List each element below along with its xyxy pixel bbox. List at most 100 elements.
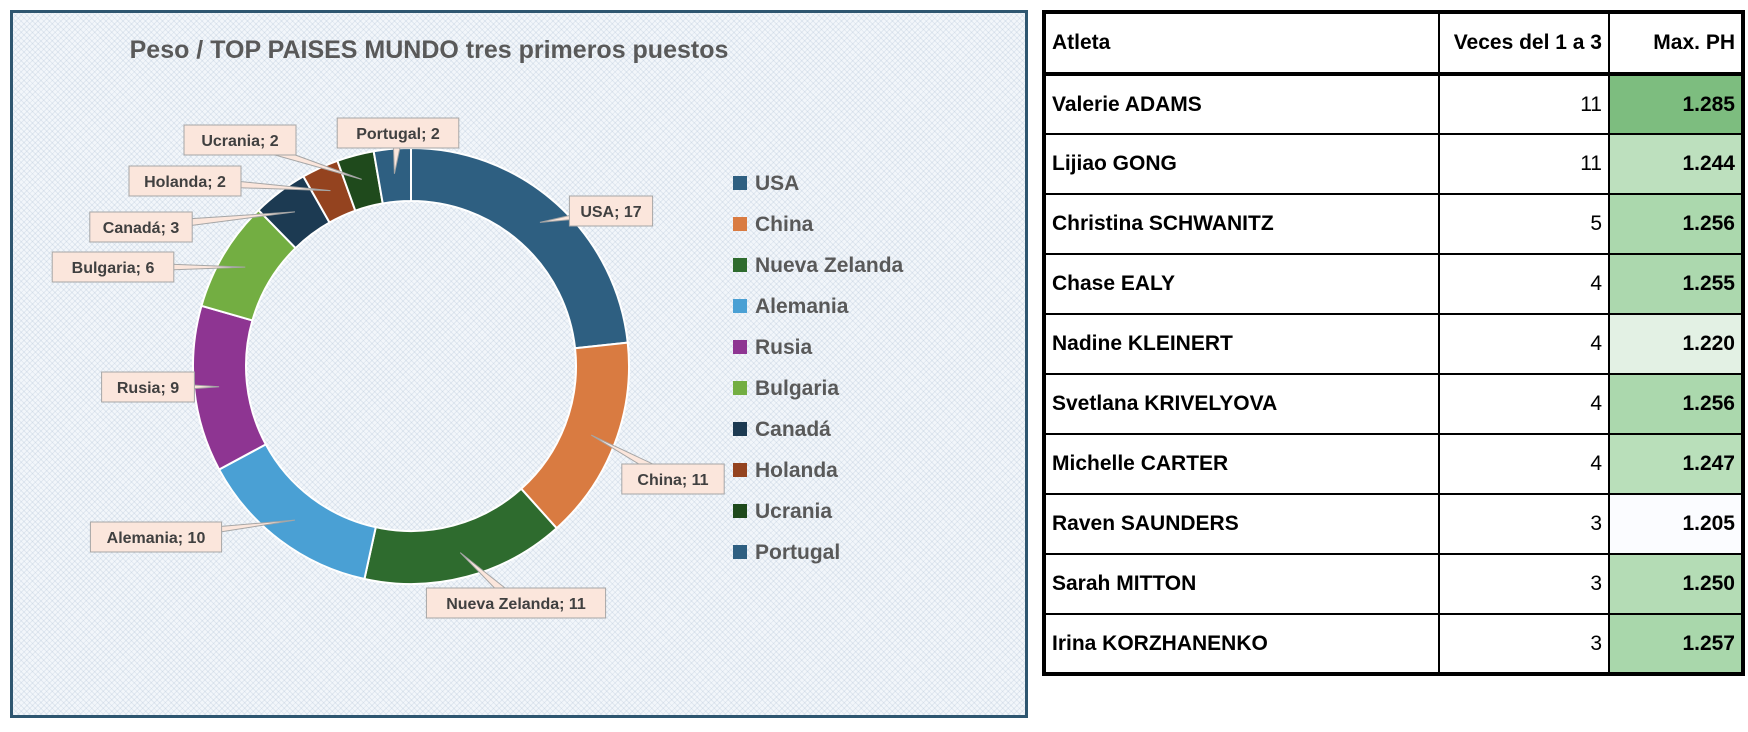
label-box bbox=[101, 371, 195, 403]
legend-swatch bbox=[733, 299, 747, 313]
legend-swatch bbox=[733, 545, 747, 559]
slice-china bbox=[519, 341, 630, 530]
label-box bbox=[89, 521, 223, 553]
max-ph-value: 1.285 bbox=[1608, 73, 1744, 135]
chart-title: Peso / TOP PAISES MUNDO tres primeros pu… bbox=[130, 36, 729, 64]
label-box bbox=[568, 195, 654, 227]
podium-count: 11 bbox=[1438, 133, 1610, 195]
label-text: Canadá; 3 bbox=[103, 220, 180, 237]
max-ph-value: 1.220 bbox=[1608, 313, 1744, 375]
legend-item: Holanda bbox=[755, 459, 838, 482]
table-row: Irina KORZHANENKO 3 1.257 bbox=[1043, 613, 1744, 675]
legend-item: Alemania bbox=[755, 295, 849, 318]
legend-swatch bbox=[733, 176, 747, 190]
legend-item: Ucrania bbox=[755, 500, 832, 523]
athlete-name: Michelle CARTER bbox=[1043, 433, 1440, 495]
podium-count: 4 bbox=[1438, 313, 1610, 375]
data-label: Portugal; 2 bbox=[336, 117, 460, 174]
label-text: Holanda; 2 bbox=[144, 174, 226, 191]
legend-item: China bbox=[755, 213, 814, 236]
label-text: Nueva Zelanda; 11 bbox=[446, 596, 586, 613]
data-label: Nueva Zelanda; 11 bbox=[425, 552, 607, 619]
label-text: Ucrania; 2 bbox=[201, 133, 278, 150]
athlete-name: Chase EALY bbox=[1043, 253, 1440, 315]
data-label: USA; 17 bbox=[539, 195, 654, 227]
data-label: China; 11 bbox=[590, 434, 725, 495]
athlete-name: Sarah MITTON bbox=[1043, 553, 1440, 615]
max-ph-value: 1.256 bbox=[1608, 193, 1744, 255]
podium-count: 5 bbox=[1438, 193, 1610, 255]
legend-swatch bbox=[733, 504, 747, 518]
max-ph-value: 1.247 bbox=[1608, 433, 1744, 495]
podium-count: 3 bbox=[1438, 493, 1610, 555]
data-label: Alemania; 10 bbox=[89, 519, 295, 553]
table-row: Valerie ADAMS 11 1.285 bbox=[1043, 73, 1744, 135]
data-label: Ucrania; 2 bbox=[183, 124, 362, 180]
legend-item: USA bbox=[755, 172, 799, 195]
header-max-ph: Max. PH bbox=[1608, 11, 1744, 76]
table-row: Christina SCHWANITZ 5 1.256 bbox=[1043, 193, 1744, 255]
table-header-row: Atleta Veces del 1 a 3 Max. PH bbox=[1043, 11, 1744, 76]
legend-item: Bulgaria bbox=[755, 377, 839, 400]
max-ph-value: 1.257 bbox=[1608, 613, 1744, 675]
athlete-name: Irina KORZHANENKO bbox=[1043, 613, 1440, 675]
label-box bbox=[128, 165, 242, 197]
table-row: Chase EALY 4 1.255 bbox=[1043, 253, 1744, 315]
legend-item: Portugal bbox=[755, 541, 840, 564]
max-ph-value: 1.244 bbox=[1608, 133, 1744, 195]
label-box bbox=[336, 117, 460, 149]
athlete-name: Christina SCHWANITZ bbox=[1043, 193, 1440, 255]
data-label: Bulgaria; 6 bbox=[51, 251, 246, 283]
legend-swatch bbox=[733, 463, 747, 477]
athlete-name: Lijiao GONG bbox=[1043, 133, 1440, 195]
legend-swatch bbox=[733, 381, 747, 395]
podium-count: 4 bbox=[1438, 373, 1610, 435]
legend-swatch bbox=[733, 217, 747, 231]
label-text: Portugal; 2 bbox=[356, 126, 440, 143]
legend-swatch bbox=[733, 258, 747, 272]
athlete-name: Svetlana KRIVELYOVA bbox=[1043, 373, 1440, 435]
label-text: USA; 17 bbox=[580, 204, 641, 221]
slice-nueva-zelanda bbox=[363, 487, 559, 585]
label-text: Bulgaria; 6 bbox=[72, 260, 155, 277]
legend-item: Canadá bbox=[755, 418, 831, 441]
table-row: Svetlana KRIVELYOVA 4 1.256 bbox=[1043, 373, 1744, 435]
label-box bbox=[183, 124, 297, 156]
podium-count: 3 bbox=[1438, 553, 1610, 615]
athletes-table-panel: Atleta Veces del 1 a 3 Max. PH Valerie A… bbox=[1042, 10, 1745, 676]
data-label: Holanda; 2 bbox=[128, 165, 331, 197]
legend-swatch bbox=[733, 340, 747, 354]
table-row: Lijiao GONG 11 1.244 bbox=[1043, 133, 1744, 195]
slice-usa bbox=[410, 146, 629, 350]
data-label: Rusia; 9 bbox=[101, 371, 220, 403]
athlete-name: Nadine KLEINERT bbox=[1043, 313, 1440, 375]
donut-chart: Peso / TOP PAISES MUNDO tres primeros pu… bbox=[51, 36, 904, 619]
label-box bbox=[51, 251, 175, 283]
label-box bbox=[425, 587, 607, 619]
label-text: Alemania; 10 bbox=[107, 530, 206, 547]
max-ph-value: 1.255 bbox=[1608, 253, 1744, 315]
slice-portugal bbox=[372, 146, 412, 205]
label-box bbox=[89, 211, 193, 243]
header-veces: Veces del 1 a 3 bbox=[1438, 11, 1610, 76]
table-row: Raven SAUNDERS 3 1.205 bbox=[1043, 493, 1744, 555]
label-text: China; 11 bbox=[637, 472, 708, 489]
label-box bbox=[621, 463, 725, 495]
chart-panel: Peso / TOP PAISES MUNDO tres primeros pu… bbox=[10, 10, 1028, 718]
legend-item: Rusia bbox=[755, 336, 813, 359]
podium-count: 3 bbox=[1438, 613, 1610, 675]
athlete-name: Raven SAUNDERS bbox=[1043, 493, 1440, 555]
slice-alemania bbox=[217, 443, 377, 581]
podium-count: 11 bbox=[1438, 73, 1610, 135]
max-ph-value: 1.250 bbox=[1608, 553, 1744, 615]
max-ph-value: 1.205 bbox=[1608, 493, 1744, 555]
table-row: Michelle CARTER 4 1.247 bbox=[1043, 433, 1744, 495]
podium-count: 4 bbox=[1438, 433, 1610, 495]
label-text: Rusia; 9 bbox=[117, 380, 179, 397]
table-row: Nadine KLEINERT 4 1.220 bbox=[1043, 313, 1744, 375]
podium-count: 4 bbox=[1438, 253, 1610, 315]
table-row: Sarah MITTON 3 1.250 bbox=[1043, 553, 1744, 615]
data-label: Canadá; 3 bbox=[89, 211, 295, 243]
athletes-table: Atleta Veces del 1 a 3 Max. PH Valerie A… bbox=[1042, 10, 1745, 676]
header-atleta: Atleta bbox=[1043, 11, 1440, 76]
